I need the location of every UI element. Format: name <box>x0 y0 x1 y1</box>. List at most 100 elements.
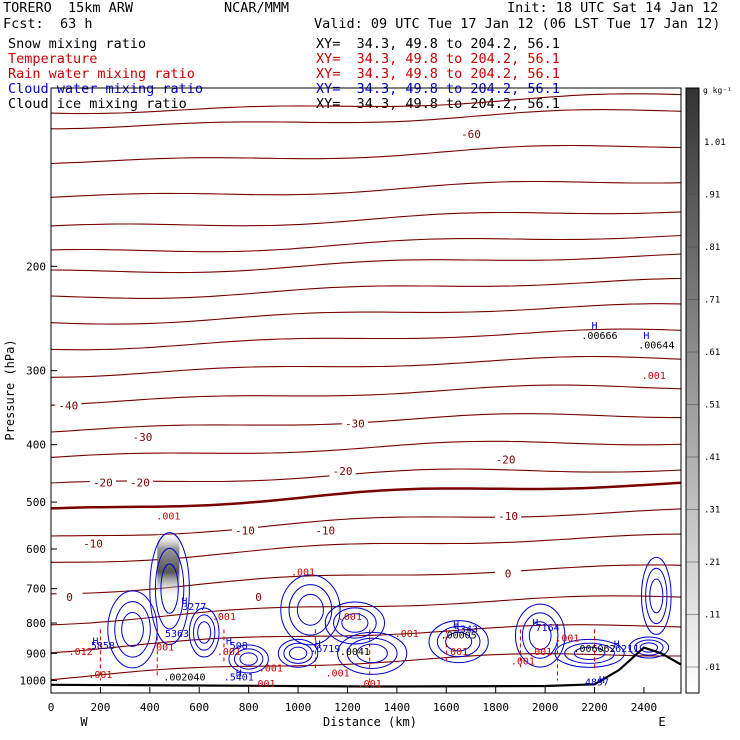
colorbar-label: .41 <box>704 453 720 463</box>
field-extent: XY= 34.3, 49.8 to 204.2, 56.1 <box>316 66 560 82</box>
annotation-label: 5363 <box>165 629 189 640</box>
temperature-label: -20 <box>333 465 353 478</box>
forecast-label: Fcst: <box>3 16 44 32</box>
isotherm-line <box>51 234 681 253</box>
cloud-water-contour <box>356 643 388 664</box>
annotation-label: .001 <box>326 669 350 680</box>
isotherm-line <box>51 508 681 537</box>
annotation-label: H <box>532 618 538 629</box>
cloud-water-contour <box>114 601 151 658</box>
temperature-label: 0 <box>505 567 512 580</box>
annotation-label: H <box>315 640 321 651</box>
cloud-water-contour <box>154 547 185 630</box>
annotation-label: .001 <box>395 629 419 640</box>
cloud-water-contour <box>121 611 144 647</box>
annotation-label: H <box>453 620 459 631</box>
annotation-label: .0041 <box>340 647 370 658</box>
cloud-water-contour <box>288 646 308 660</box>
annotation-label: .006062 <box>573 644 615 655</box>
annotation-label: .001 <box>444 647 468 658</box>
isotherm-line <box>51 277 681 299</box>
cloud-water-contour <box>149 532 190 646</box>
cloud-water-contour <box>573 646 606 660</box>
isotherm-line <box>51 653 681 681</box>
cloud-water-contour <box>333 607 377 639</box>
cloud-water-contour <box>197 621 212 644</box>
colorbar-label: .51 <box>704 401 720 411</box>
cloud-water-contour <box>160 563 179 614</box>
west-marker: W <box>80 715 88 729</box>
annotation-label: 7164 <box>536 623 560 634</box>
contour-label-bg <box>495 567 522 580</box>
annotation-label: H <box>181 597 187 608</box>
temperature-label: 0 <box>255 591 262 604</box>
cloud-water-contour <box>341 613 369 633</box>
temperature-label: -40 <box>58 400 78 413</box>
field-extent: XY= 34.3, 49.8 to 204.2, 56.1 <box>316 96 560 112</box>
contour-label-bg <box>231 524 258 537</box>
annotation-label: 4897 <box>585 678 609 689</box>
cloud-water-contour <box>228 644 269 674</box>
cloud-water-contour <box>283 642 313 664</box>
cloud-water-contour <box>239 652 258 666</box>
annotation-label: .001 <box>251 679 275 690</box>
valid-time: Valid: 09 UTC Tue 17 Jan 12 (06 LST Tue … <box>314 16 721 32</box>
cloud-water-contour <box>628 636 670 659</box>
plot-frame <box>50 87 682 694</box>
contour-label-bg <box>312 524 339 537</box>
annotation-label: H <box>599 675 605 686</box>
y-tick-label: 1000 <box>20 674 47 687</box>
colorbar-label: .71 <box>704 296 720 306</box>
forecast-hour: 63 h <box>60 16 93 32</box>
isotherm-line <box>51 144 681 165</box>
cloud-water-contour <box>640 556 672 635</box>
cloud-water-contour <box>649 578 664 614</box>
field-name: Rain water mixing ratio <box>8 66 195 82</box>
isotherm-line <box>51 109 681 130</box>
y-axis-label: Pressure (hPa) <box>3 339 17 440</box>
contour-label-bg <box>495 510 522 523</box>
cloud-water-contour <box>277 638 319 668</box>
y-tick-label: 800 <box>26 617 46 630</box>
x-tick-label: 1200 <box>334 701 361 714</box>
freezing-level-line <box>51 481 681 510</box>
x-tick-label: 0 <box>48 701 55 714</box>
temperature-label: -20 <box>496 453 516 466</box>
isotherm-line <box>51 440 681 458</box>
annotation-label: .00666 <box>581 331 617 342</box>
contour-label-bg <box>56 591 83 604</box>
field-name: Cloud ice mixing ratio <box>8 96 187 112</box>
field-name: Cloud water mixing ratio <box>8 81 204 97</box>
temperature-label: -10 <box>83 538 103 551</box>
annotation-label: .001 <box>642 371 666 382</box>
annotation-label: .001 <box>212 612 236 623</box>
cloud-water-contour <box>639 642 659 653</box>
temperature-label: -20 <box>130 476 150 489</box>
annotation-label: H <box>236 669 242 680</box>
x-tick-label: 1600 <box>433 701 460 714</box>
field-extent: XY= 34.3, 49.8 to 204.2, 56.1 <box>316 51 560 67</box>
snow-shading <box>157 531 180 600</box>
y-tick-label: 400 <box>26 439 46 452</box>
temperature-label: -20 <box>93 476 113 489</box>
field-extent: XY= 34.3, 49.8 to 204.2, 56.1 <box>316 36 560 52</box>
annotation-label: .6719 <box>310 644 340 655</box>
isotherm-line <box>51 384 681 406</box>
cloud-water-contour <box>280 574 341 646</box>
field-name: Temperature <box>8 51 98 67</box>
isotherm-line <box>51 328 681 351</box>
y-tick-label: 200 <box>26 260 46 273</box>
colorbar-label: .91 <box>704 191 720 201</box>
x-tick-label: 1400 <box>384 701 411 714</box>
annotation-label: .001 <box>217 647 241 658</box>
annotation-label: H <box>226 637 232 648</box>
contour-label-bg <box>80 537 106 550</box>
temperature-label: -30 <box>345 418 365 431</box>
cloud-water-contour <box>233 648 264 670</box>
y-tick-label: 500 <box>26 496 46 509</box>
y-tick-label: 300 <box>26 365 46 378</box>
model-title: TORERO 15km ARW <box>3 0 134 16</box>
temperature-label: 0 <box>66 591 73 604</box>
annotation-label: .00005 <box>441 631 477 642</box>
x-tick-label: 400 <box>140 701 160 714</box>
